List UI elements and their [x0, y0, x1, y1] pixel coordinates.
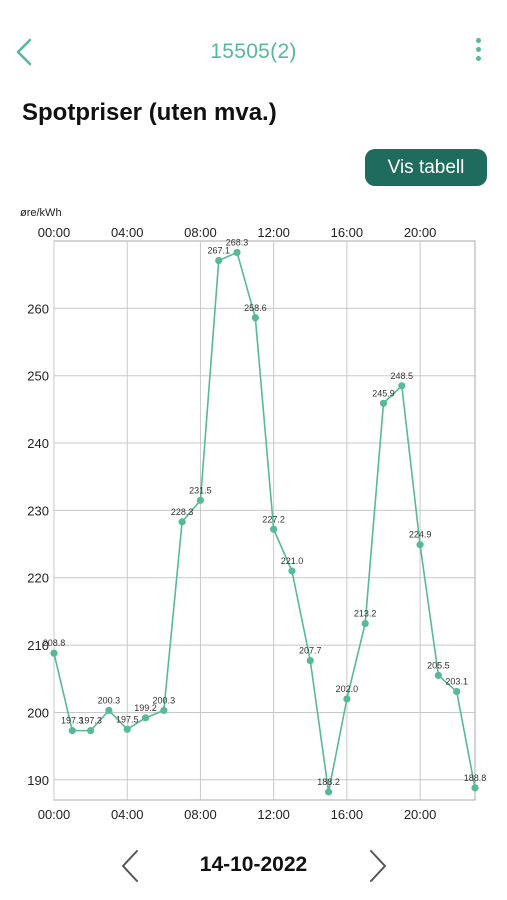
data-point — [215, 256, 223, 265]
data-point — [379, 399, 388, 407]
data-point — [270, 525, 278, 533]
data-point — [361, 619, 369, 628]
show-table-button[interactable]: Vis tabell — [365, 149, 487, 186]
data-label: 197.3 — [79, 716, 102, 726]
selected-date: 14-10-2022 — [199, 853, 308, 876]
x-tick-label-top: 08:00 — [184, 225, 217, 240]
x-tick-label-top: 12:00 — [257, 225, 290, 240]
data-point — [160, 706, 168, 715]
data-point — [87, 727, 95, 735]
series-line — [53, 251, 476, 793]
data-label: 188.8 — [464, 773, 487, 783]
more-vertical-icon — [475, 38, 481, 43]
data-point — [398, 382, 406, 390]
x-tick-label-top: 20:00 — [404, 225, 437, 240]
top-bar: 15505(2) — [0, 0, 507, 100]
data-label: 227.2 — [262, 514, 285, 524]
data-point — [105, 706, 113, 715]
data-point — [141, 714, 150, 722]
data-point — [306, 656, 314, 665]
data-point — [453, 687, 461, 696]
y-tick-label: 250 — [27, 369, 49, 384]
x-tick-label-top: 00:00 — [38, 225, 71, 240]
next-day-button[interactable] — [362, 848, 392, 884]
chevron-right-icon — [370, 850, 386, 882]
data-label: 197.5 — [116, 714, 139, 724]
data-label: 202.0 — [336, 684, 359, 694]
previous-day-button[interactable] — [116, 848, 146, 884]
data-label: 213.2 — [354, 609, 377, 619]
x-tick-label-bottom: 08:00 — [184, 807, 217, 822]
x-tick-label-top: 16:00 — [331, 225, 364, 240]
data-label: 267.1 — [207, 246, 230, 256]
x-tick-label-bottom: 00:00 — [38, 807, 71, 822]
section-heading: Spotpriser (uten mva.) — [22, 99, 277, 126]
data-label: 221.0 — [281, 556, 304, 566]
data-label: 205.5 — [427, 660, 450, 670]
data-label: 200.3 — [153, 695, 176, 705]
data-label: 268.3 — [226, 237, 249, 247]
data-label: 200.3 — [98, 695, 121, 705]
data-point — [50, 649, 58, 657]
data-point — [233, 248, 241, 257]
data-label: 208.8 — [43, 638, 66, 648]
data-point — [288, 567, 296, 575]
y-tick-label: 260 — [27, 301, 49, 316]
data-label: 207.7 — [299, 646, 322, 656]
y-tick-label: 200 — [27, 705, 49, 720]
data-point — [416, 541, 424, 549]
data-point — [251, 314, 259, 322]
y-tick-label: 220 — [27, 571, 49, 586]
data-label: 188.2 — [317, 777, 340, 787]
data-label: 197.3 — [61, 716, 84, 726]
x-tick-label-bottom: 16:00 — [331, 807, 364, 822]
data-point — [434, 671, 442, 680]
page-title: 15505(2) — [210, 40, 297, 63]
more-menu-button[interactable] — [473, 38, 483, 66]
data-label: 258.6 — [244, 303, 267, 313]
x-tick-label-top: 04:00 — [111, 225, 144, 240]
data-point — [178, 518, 186, 526]
chevron-left-icon — [122, 850, 138, 882]
x-tick-label-bottom: 04:00 — [111, 807, 144, 822]
data-point — [324, 788, 333, 796]
y-tick-label: 190 — [27, 773, 49, 788]
data-point — [471, 784, 479, 792]
y-tick-label: 230 — [27, 503, 49, 518]
data-label: 224.9 — [409, 530, 432, 540]
data-point — [343, 695, 351, 703]
data-label: 248.5 — [391, 371, 414, 381]
data-label: 228.3 — [171, 507, 194, 517]
back-button[interactable] — [10, 34, 42, 70]
spot-price-chart: 190 200 210 220 230 240 250 260 00:00 00:00 04:00 0… — [20, 207, 487, 822]
data-label: 245.9 — [372, 388, 395, 398]
data-label: 203.1 — [445, 677, 468, 687]
x-tick-label-bottom: 20:00 — [404, 807, 437, 822]
data-point — [68, 727, 76, 735]
data-point — [196, 496, 205, 504]
y-tick-label: 240 — [27, 436, 49, 451]
data-label: 231.5 — [189, 485, 212, 495]
y-tick-label: 210 — [27, 638, 49, 653]
data-label: 199.2 — [134, 703, 157, 713]
data-point — [123, 725, 131, 733]
chevron-left-icon — [16, 38, 32, 66]
x-tick-label-bottom: 12:00 — [257, 807, 290, 822]
y-axis-label: øre/kWh — [20, 207, 62, 219]
